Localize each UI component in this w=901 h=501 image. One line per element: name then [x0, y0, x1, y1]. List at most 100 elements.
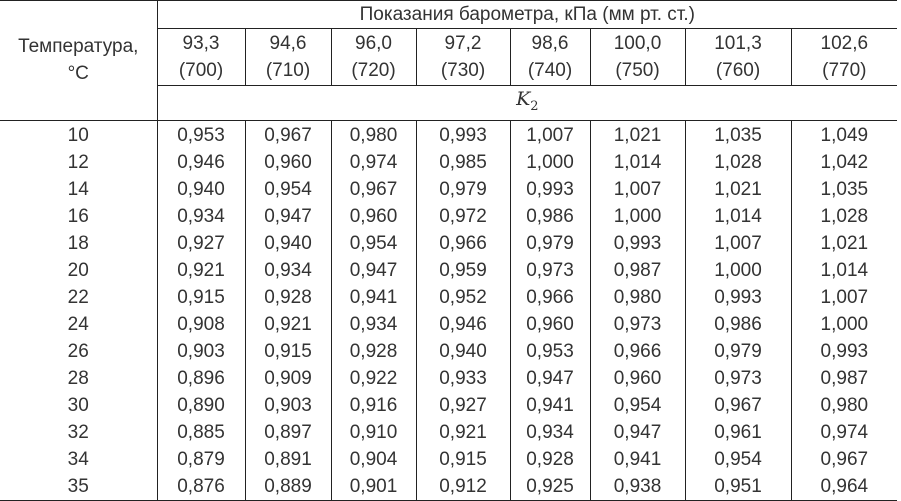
table-row: 18 0,927 0,940 0,954 0,966 0,979 0,993 1,007 1,0… [0, 229, 898, 257]
k2-value-cell: 0,941 [509, 391, 591, 419]
k2-value-cell: 0,910 [330, 418, 417, 446]
pressure-column-header: 94,6 (710) [244, 28, 332, 86]
pressure-column-header: 96,0 (720) [330, 28, 417, 86]
k2-value-cell: 0,980 [589, 283, 686, 311]
k2-value-cell: 0,979 [415, 175, 511, 203]
table-row: 34 0,879 0,891 0,904 0,915 0,928 0,941 0,954 0,9… [0, 445, 898, 473]
k2-value-cell: 1,000 [589, 202, 686, 230]
k2-value-cell: 0,993 [790, 337, 898, 365]
temperature-cell: 26 [0, 337, 158, 365]
k2-value-cell: 0,954 [589, 391, 686, 419]
pressure-column-header: 93,3 (700) [156, 28, 246, 86]
k-symbol: K [516, 88, 531, 110]
k-subscript: 2 [530, 98, 539, 114]
k2-value-cell: 1,000 [790, 310, 898, 338]
k2-value-cell: 0,890 [156, 391, 246, 419]
k2-value-cell: 0,903 [156, 337, 246, 365]
table-row: 26 0,903 0,915 0,928 0,940 0,953 0,966 0,979 0,9… [0, 337, 898, 365]
k2-value-cell: 1,007 [589, 175, 686, 203]
k2-value-cell: 0,909 [244, 364, 332, 392]
k2-value-cell: 1,028 [790, 202, 898, 230]
temperature-cell: 18 [0, 229, 158, 257]
k2-value-cell: 0,993 [684, 283, 792, 311]
k2-value-cell: 0,960 [509, 310, 591, 338]
k2-value-cell: 0,947 [244, 202, 332, 230]
pressure-kpa: 98,6 [531, 33, 569, 54]
k2-value-cell: 0,980 [790, 391, 898, 419]
temperature-cell: 20 [0, 256, 158, 284]
k2-value-cell: 0,985 [415, 148, 511, 176]
table-row: 10 0,953 0,967 0,980 0,993 1,007 1,021 1,035 1,0… [0, 120, 898, 149]
temperature-cell: 28 [0, 364, 158, 392]
k2-value-cell: 0,928 [509, 445, 591, 473]
pressure-mmhg: (760) [715, 60, 761, 81]
temperature-cell: 12 [0, 148, 158, 176]
temperature-cell: 32 [0, 418, 158, 446]
k2-value-cell: 0,973 [509, 256, 591, 284]
table-row: 20 0,921 0,934 0,947 0,959 0,973 0,987 1,000 1,0… [0, 256, 898, 284]
k2-value-cell: 1,007 [790, 283, 898, 311]
k2-value-cell: 0,934 [156, 202, 246, 230]
k2-value-cell: 0,953 [156, 120, 246, 149]
k2-value-cell: 0,921 [415, 418, 511, 446]
k2-value-cell: 0,928 [330, 337, 417, 365]
k2-value-cell: 1,000 [684, 256, 792, 284]
k2-value-cell: 0,964 [790, 472, 898, 501]
k2-value-cell: 0,967 [790, 445, 898, 473]
k2-value-cell: 0,973 [684, 364, 792, 392]
k2-value-cell: 0,940 [156, 175, 246, 203]
k2-value-cell: 0,921 [244, 310, 332, 338]
temperature-cell: 30 [0, 391, 158, 419]
temperature-cell: 34 [0, 445, 158, 473]
k2-value-cell: 0,946 [415, 310, 511, 338]
k2-value-cell: 0,967 [244, 120, 332, 149]
k2-value-cell: 0,980 [330, 120, 417, 149]
k2-value-cell: 0,973 [589, 310, 686, 338]
pressure-mmhg: (710) [265, 60, 311, 81]
k2-value-cell: 0,967 [330, 175, 417, 203]
k2-value-cell: 0,901 [330, 472, 417, 501]
table-row: 16 0,934 0,947 0,960 0,972 0,986 1,000 1,014 1,0… [0, 202, 898, 230]
pressure-kpa: 100,0 [613, 33, 662, 54]
k2-value-cell: 1,021 [684, 175, 792, 203]
k2-value-cell: 0,961 [684, 418, 792, 446]
k2-value-cell: 0,966 [509, 283, 591, 311]
k2-value-cell: 0,947 [509, 364, 591, 392]
k2-value-cell: 0,885 [156, 418, 246, 446]
k2-value-cell: 0,993 [509, 175, 591, 203]
k2-value-cell: 0,954 [330, 229, 417, 257]
k2-value-cell: 1,042 [790, 148, 898, 176]
k2-value-cell: 0,967 [684, 391, 792, 419]
k2-value-cell: 0,938 [589, 472, 686, 501]
k2-value-cell: 0,979 [684, 337, 792, 365]
k2-value-cell: 0,925 [509, 472, 591, 501]
k2-value-cell: 0,960 [244, 148, 332, 176]
k2-value-cell: 0,993 [415, 120, 511, 149]
pressure-kpa: 93,3 [182, 33, 220, 54]
k2-value-cell: 0,947 [330, 256, 417, 284]
k2-value-cell: 0,959 [415, 256, 511, 284]
table-row: 28 0,896 0,909 0,922 0,933 0,947 0,960 0,973 0,9… [0, 364, 898, 392]
k2-value-cell: 0,986 [509, 202, 591, 230]
k2-value-cell: 0,879 [156, 445, 246, 473]
temperature-cell: 16 [0, 202, 158, 230]
temperature-cell: 22 [0, 283, 158, 311]
k2-value-cell: 1,007 [684, 229, 792, 257]
k2-value-cell: 0,940 [415, 337, 511, 365]
k2-value-cell: 1,014 [589, 148, 686, 176]
k2-value-cell: 0,928 [244, 283, 332, 311]
k2-header: K2 [156, 85, 898, 121]
k2-value-cell: 0,896 [156, 364, 246, 392]
k2-value-cell: 0,908 [156, 310, 246, 338]
k2-value-cell: 0,915 [156, 283, 246, 311]
k2-value-cell: 0,954 [244, 175, 332, 203]
k2-value-cell: 0,972 [415, 202, 511, 230]
k2-value-cell: 0,912 [415, 472, 511, 501]
k2-value-cell: 0,891 [244, 445, 332, 473]
k2-value-cell: 0,947 [589, 418, 686, 446]
k2-value-cell: 0,954 [684, 445, 792, 473]
pressure-kpa: 102,6 [820, 33, 869, 54]
k2-value-cell: 1,049 [790, 120, 898, 149]
table-row: 24 0,908 0,921 0,934 0,946 0,960 0,973 0,986 1,0… [0, 310, 898, 338]
